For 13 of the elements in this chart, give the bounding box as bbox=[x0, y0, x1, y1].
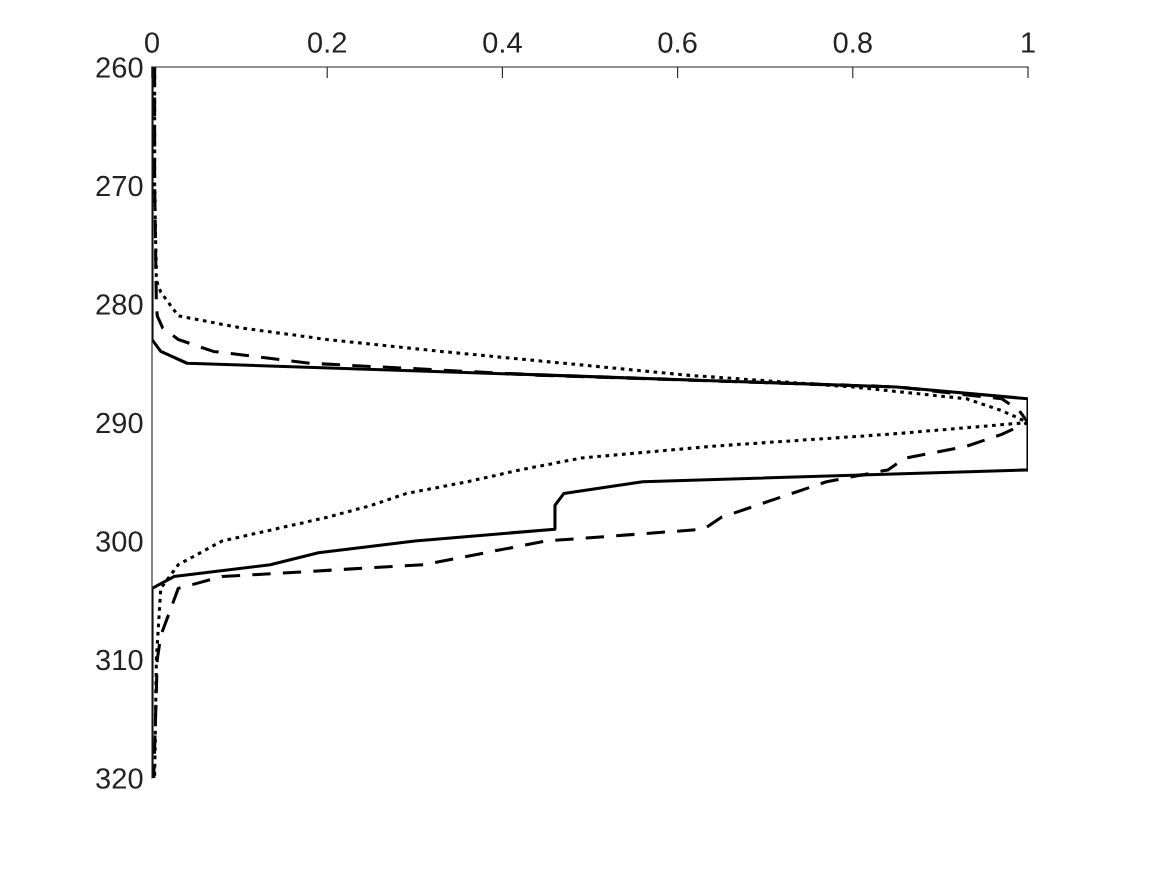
y-tick-label: 260 bbox=[96, 57, 143, 78]
y-tick-label: 270 bbox=[96, 175, 143, 197]
y-tick-label: 310 bbox=[96, 649, 143, 671]
x-tick-label: 0.2 bbox=[308, 32, 347, 53]
y-tick-label: 280 bbox=[96, 294, 143, 315]
x-tick-label: 0.8 bbox=[833, 32, 872, 53]
y-tick-label: 320 bbox=[96, 768, 143, 789]
y-tick-label: 290 bbox=[96, 412, 143, 434]
x-tick-label: 1 bbox=[1022, 32, 1035, 53]
x-tick-label: 0.6 bbox=[658, 32, 697, 53]
y-tick-label: 300 bbox=[96, 531, 143, 552]
x-tick-label: 0.4 bbox=[483, 32, 522, 53]
x-tick-label: 0 bbox=[145, 32, 159, 53]
